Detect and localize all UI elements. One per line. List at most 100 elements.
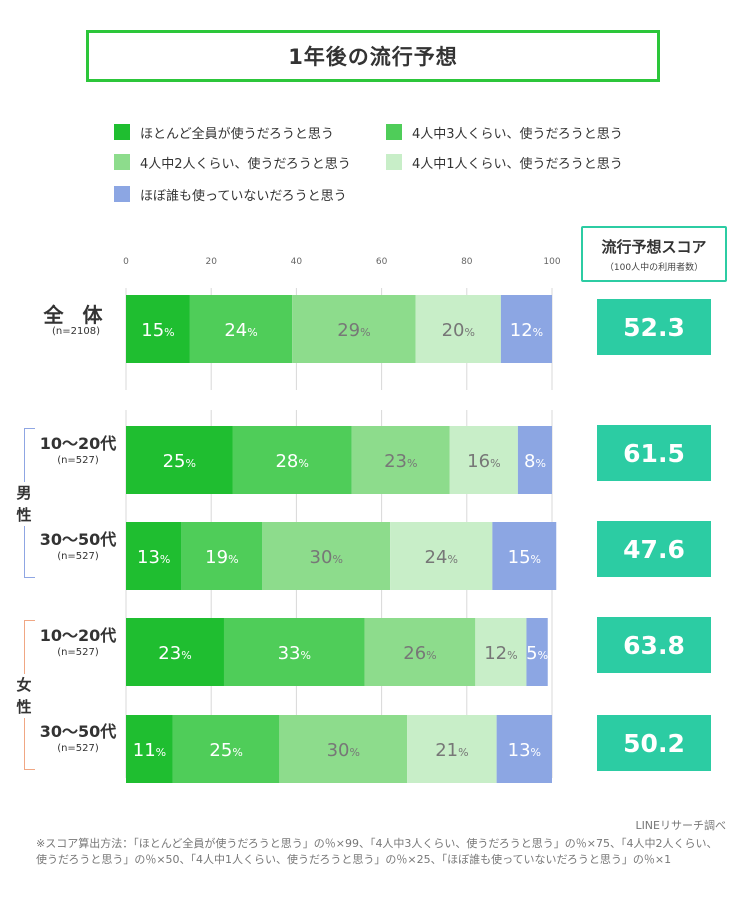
bar-segment-2-2	[262, 522, 391, 590]
data-label-3-1: 33%	[278, 643, 311, 664]
row-label-female-old: 30〜50代 (n=527)	[28, 722, 128, 756]
bar-segment-0-1	[189, 295, 293, 363]
legend-item-2: 4人中3人くらい、使うだろうと思う	[386, 122, 623, 142]
bar-segment-1-2	[351, 426, 450, 494]
row-label-female-old-text: 30〜50代	[39, 722, 117, 741]
title-box: 1年後の流行予想	[86, 30, 660, 82]
legend-swatch-2	[386, 124, 402, 140]
data-label-1-0: 25%	[163, 451, 196, 472]
legend-item-4: 4人中1人くらい、使うだろうと思う	[386, 152, 623, 172]
x-tick-label: 0	[123, 257, 129, 267]
bar-segment-0-3	[415, 295, 501, 363]
data-label-1-3: 16%	[467, 451, 500, 472]
group-label-female: 女性	[14, 674, 34, 718]
bar-segment-2-0	[126, 522, 182, 590]
data-label-0-1: 24%	[224, 320, 257, 341]
score-header-subtitle: （100人中の利用者数）	[604, 263, 704, 273]
score-header-title: 流行予想スコア	[601, 238, 707, 256]
legend-item-1: ほとんど全員が使うだろうと思う	[114, 122, 334, 142]
legend-label-5: ほぼ誰も使っていないだろうと思う	[140, 188, 347, 204]
data-label-3-3: 12%	[484, 643, 517, 664]
score-box-female-young: 63.8	[597, 617, 711, 673]
data-label-0-0: 15%	[141, 320, 174, 341]
data-label-0-3: 20%	[442, 320, 475, 341]
data-label-2-2: 30%	[310, 547, 343, 568]
legend-label-4: 4人中1人くらい、使うだろうと思う	[412, 156, 623, 172]
source-text: LINEリサーチ調べ	[635, 819, 726, 832]
row-label-female-old-n: (n=527)	[57, 743, 99, 754]
chart-title: 1年後の流行予想	[288, 45, 458, 69]
score-method-note: ※スコア算出方法：「ほとんど全員が使うだろうと思う」の％×99、「4人中3人くら…	[36, 837, 718, 866]
bar-segment-2-3	[390, 522, 493, 590]
score-header: 流行予想スコア （100人中の利用者数）	[581, 226, 727, 282]
legend-swatch-5	[114, 186, 130, 202]
bar-segment-2-1	[181, 522, 263, 590]
group-label-male: 男性	[14, 482, 34, 526]
x-tick-label: 20	[205, 257, 217, 267]
bar-segment-1-3	[449, 426, 518, 494]
data-label-2-0: 13%	[137, 547, 170, 568]
data-label-0-2: 29%	[337, 320, 370, 341]
data-label-4-1: 25%	[209, 740, 242, 761]
bar-segment-0-4	[500, 295, 552, 363]
row-label-male-young-text: 10〜20代	[39, 434, 117, 453]
bar-segment-4-4	[496, 715, 552, 783]
row-label-female-young: 10〜20代 (n=527)	[28, 626, 128, 660]
bar-segment-4-0	[126, 715, 173, 783]
row-label-all-text: 全 体	[43, 303, 109, 327]
data-label-2-3: 24%	[425, 547, 458, 568]
legend-label-1: ほとんど全員が使うだろうと思う	[140, 126, 334, 142]
row-label-male-young: 10〜20代 (n=527)	[28, 434, 128, 468]
data-label-3-4: 5%	[526, 643, 548, 664]
score-box-male-young: 61.5	[597, 425, 711, 481]
bar-segment-0-2	[292, 295, 416, 363]
legend-label-3: 4人中2人くらい、使うだろうと思う	[140, 156, 351, 172]
row-label-female-young-n: (n=527)	[57, 647, 99, 658]
bar-segment-2-4	[492, 522, 557, 590]
bar-segment-0-0	[126, 295, 190, 363]
legend-swatch-1	[114, 124, 130, 140]
data-label-4-3: 21%	[435, 740, 468, 761]
score-box-female-old: 50.2	[597, 715, 711, 771]
data-label-2-1: 19%	[205, 547, 238, 568]
bar-segment-1-4	[517, 426, 552, 494]
bar-segment-4-1	[172, 715, 280, 783]
row-label-all-n: (n=2108)	[52, 326, 100, 337]
bar-segment-3-1	[223, 618, 365, 686]
x-tick-label: 40	[291, 257, 303, 267]
legend-item-3: 4人中2人くらい、使うだろうと思う	[114, 152, 351, 172]
bar-segment-3-4	[526, 618, 548, 686]
data-label-4-4: 13%	[508, 740, 541, 761]
data-label-4-0: 11%	[133, 740, 166, 761]
legend-item-5: ほぼ誰も使っていないだろうと思う	[114, 184, 347, 204]
x-tick-label: 100	[543, 257, 560, 267]
bar-segment-3-2	[364, 618, 476, 686]
bar-segment-4-3	[407, 715, 497, 783]
bar-segment-1-1	[232, 426, 352, 494]
row-label-male-old: 30〜50代 (n=527)	[28, 530, 128, 564]
data-label-3-2: 26%	[403, 643, 436, 664]
data-label-1-1: 28%	[275, 451, 308, 472]
data-label-4-2: 30%	[327, 740, 360, 761]
legend-swatch-4	[386, 154, 402, 170]
legend-swatch-3	[114, 154, 130, 170]
row-label-all: 全 体 (n=2108)	[26, 305, 126, 339]
bar-segment-3-3	[475, 618, 527, 686]
row-label-male-old-text: 30〜50代	[39, 530, 117, 549]
legend-label-2: 4人中3人くらい、使うだろうと思う	[412, 126, 623, 142]
score-box-all: 52.3	[597, 299, 711, 355]
data-label-0-4: 12%	[510, 320, 543, 341]
bar-segment-3-0	[126, 618, 224, 686]
data-label-3-0: 23%	[158, 643, 191, 664]
row-label-male-young-n: (n=527)	[57, 455, 99, 466]
data-label-1-2: 23%	[384, 451, 417, 472]
data-label-2-4: 15%	[508, 547, 541, 568]
x-tick-label: 80	[461, 257, 473, 267]
row-label-male-old-n: (n=527)	[57, 551, 99, 562]
bar-segment-1-0	[126, 426, 233, 494]
bar-segment-4-2	[279, 715, 408, 783]
score-box-male-old: 47.6	[597, 521, 711, 577]
data-label-1-4: 8%	[524, 451, 546, 472]
row-label-female-young-text: 10〜20代	[39, 626, 117, 645]
